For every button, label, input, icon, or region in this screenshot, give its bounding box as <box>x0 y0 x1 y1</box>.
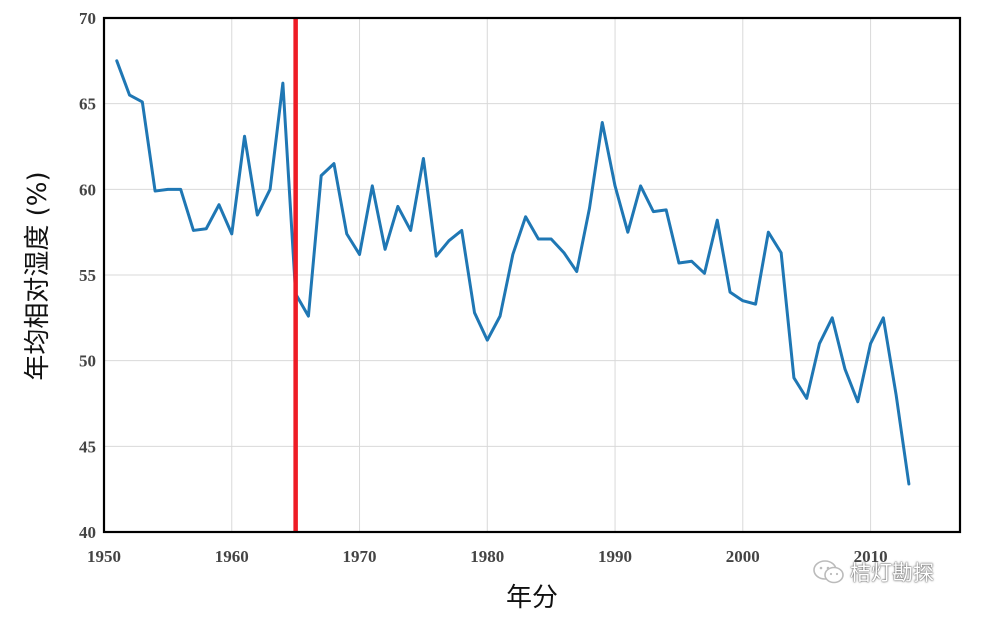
tick-labels: 1950 1960 1970 1980 1990 2000 2010 40 45 50 55 60 65… <box>79 9 888 566</box>
y-tick-label: 50 <box>79 352 96 371</box>
watermark-text: 桔灯勘探 <box>850 561 934 585</box>
y-tick-label: 60 <box>79 180 96 199</box>
series-line <box>115 59 911 486</box>
series-layer <box>115 59 911 486</box>
x-tick-label: 1980 <box>470 547 504 566</box>
x-tick-label: 1970 <box>343 547 377 566</box>
x-tick-label: 2010 <box>854 547 888 566</box>
grid <box>104 18 960 532</box>
wechat-icon <box>813 560 844 584</box>
x-axis-title: 年分 <box>506 583 558 613</box>
x-tick-label: 1960 <box>215 547 249 566</box>
y-tick-label: 45 <box>79 437 96 456</box>
y-tick-label: 40 <box>79 523 96 542</box>
y-axis-title: 年均相对湿度 (%) <box>23 171 53 380</box>
x-tick-label: 2000 <box>726 547 760 566</box>
y-tick-label: 55 <box>79 266 96 285</box>
x-tick-label: 1950 <box>87 547 121 566</box>
plot-frame <box>102 16 962 534</box>
y-tick-label: 70 <box>79 9 96 28</box>
y-tick-label: 65 <box>79 95 96 114</box>
watermark: 桔灯勘探 <box>812 557 934 587</box>
x-tick-label: 1990 <box>598 547 632 566</box>
